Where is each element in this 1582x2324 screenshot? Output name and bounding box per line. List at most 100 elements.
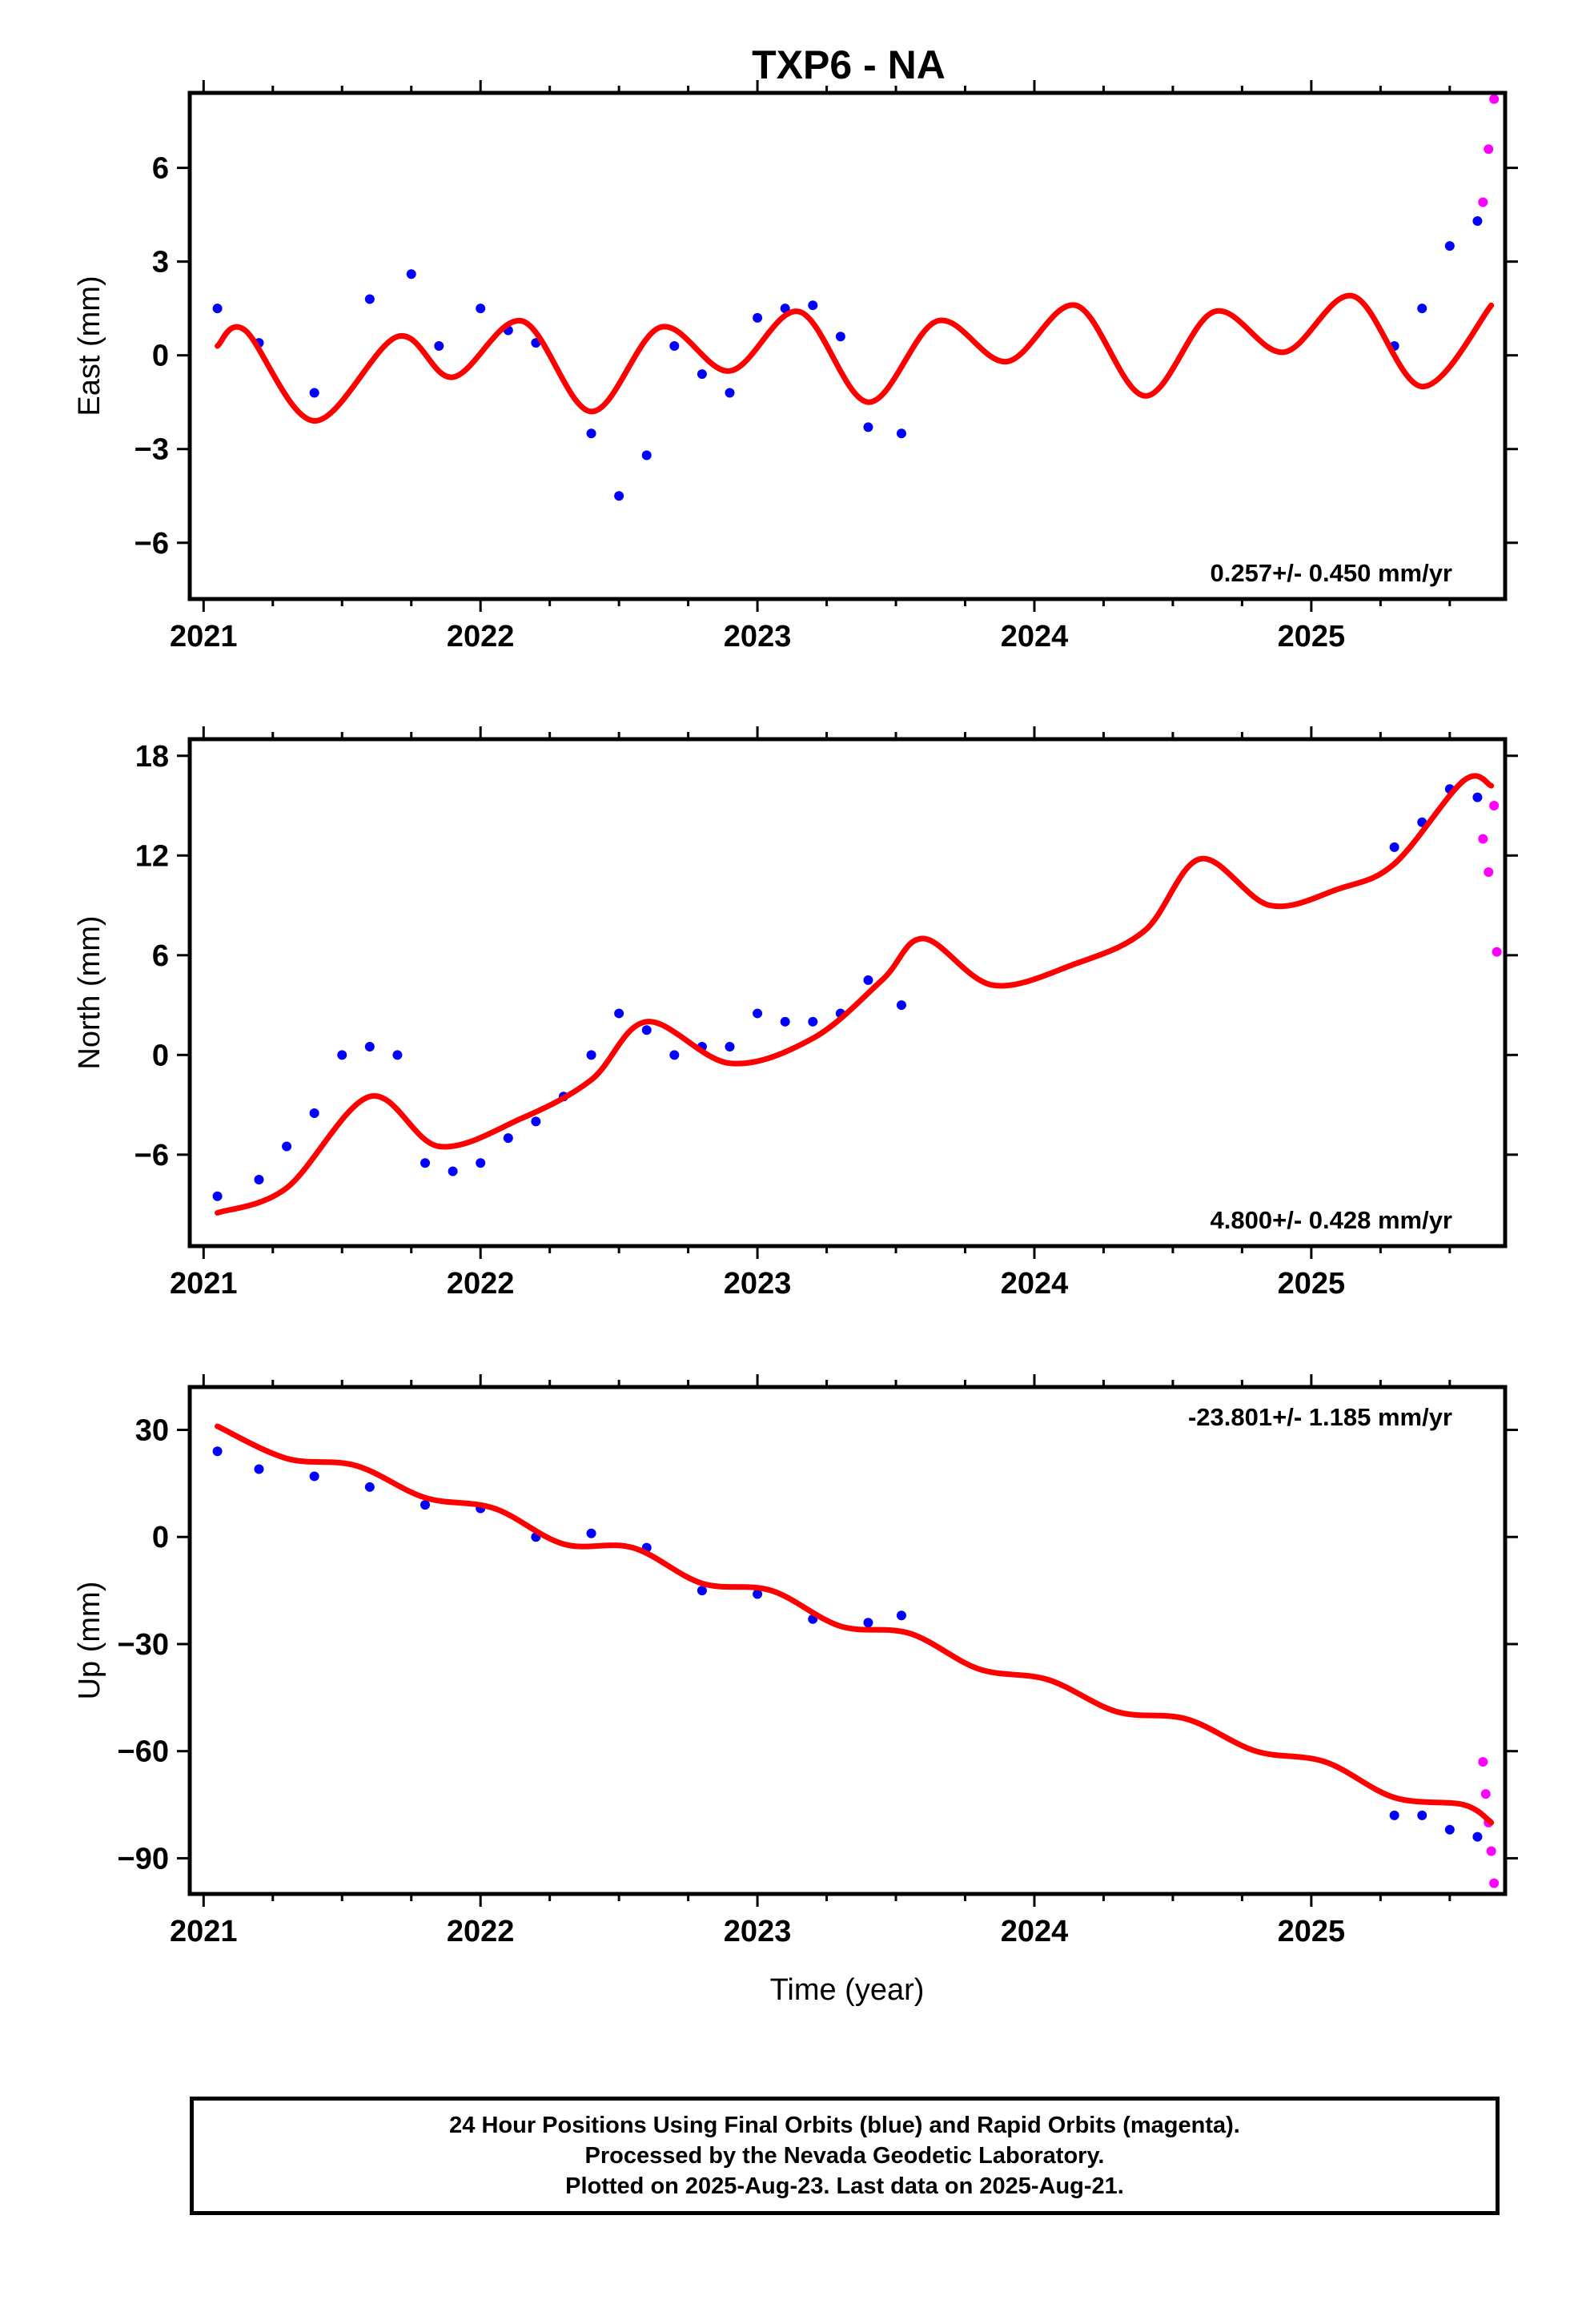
final-orbit-point	[1444, 1824, 1455, 1835]
y-tick-label: −30	[118, 1628, 169, 1662]
final-orbit-point	[309, 388, 319, 398]
final-orbit-point	[1472, 1831, 1483, 1842]
final-orbit-point	[614, 491, 624, 501]
rapid-orbit-point	[1484, 867, 1494, 878]
final-orbit-point	[337, 1050, 347, 1060]
plot-area	[212, 773, 1502, 1216]
footer-line-2: Processed by the Nevada Geodetic Laborat…	[584, 2143, 1105, 2169]
y-tick-label: −60	[118, 1735, 169, 1769]
final-orbit-point	[641, 450, 652, 460]
final-orbit-point	[448, 1166, 458, 1176]
final-orbit-point	[863, 975, 873, 985]
x-tick-label: 2022	[447, 620, 515, 653]
final-orbit-point	[863, 422, 873, 432]
final-orbit-point	[1389, 842, 1399, 852]
final-orbit-point	[753, 1589, 763, 1599]
final-orbit-point	[1444, 241, 1455, 251]
x-tick-label: 2021	[170, 620, 238, 653]
rapid-orbit-point	[1478, 834, 1488, 844]
final-orbit-point	[808, 1016, 818, 1027]
final-orbit-point	[835, 332, 845, 342]
y-tick-label: 18	[135, 740, 169, 774]
final-orbit-point	[697, 369, 707, 380]
rapid-orbit-point	[1480, 1789, 1491, 1799]
final-orbit-point	[669, 341, 680, 351]
up-panel: 2021 2022 2023 2024 2025 −90 −60 −30 0 30 Up (mm) -…	[73, 1374, 1518, 1948]
x-tick-label: 2025	[1278, 1267, 1346, 1301]
y-tick-label: 0	[152, 1039, 169, 1072]
rapid-orbit-point	[1486, 1846, 1496, 1856]
final-orbit-point	[503, 1133, 513, 1144]
final-orbit-point	[420, 1158, 431, 1168]
final-orbit-point	[406, 269, 416, 279]
final-orbit-point	[476, 304, 486, 314]
y-tick-label: −6	[135, 1139, 169, 1172]
north-panel: 2021 2022 2023 2024 2025 −6 0 6 12 18 North (mm) 4.…	[73, 726, 1518, 1301]
rate-label: -23.801+/- 1.185 mm/yr	[1188, 1403, 1452, 1431]
plot-area	[212, 1423, 1500, 1888]
rapid-orbit-point	[1478, 1757, 1488, 1767]
final-orbit-point	[309, 1471, 319, 1482]
rate-label: 4.800+/- 0.428 mm/yr	[1211, 1206, 1452, 1234]
x-tick-label: 2025	[1278, 620, 1346, 653]
x-tick-label: 2022	[447, 1915, 515, 1948]
east-panel: 2021 2022 2023 2024 2025 −6 −3 0 3 6 East (mm) 0.25…	[73, 80, 1518, 653]
final-orbit-point	[753, 312, 763, 323]
final-orbit-point	[1389, 1810, 1399, 1820]
final-orbit-point	[1417, 1810, 1427, 1820]
final-orbit-point	[420, 1500, 431, 1510]
rapid-orbit-point	[1489, 94, 1500, 104]
x-axis-label: Time (year)	[770, 1973, 925, 2007]
x-tick-label: 2023	[724, 620, 792, 653]
y-axis-label: North (mm)	[73, 915, 106, 1069]
final-orbit-point	[725, 388, 735, 398]
y-tick-label: −3	[135, 433, 169, 467]
model-fit-line	[215, 292, 1495, 424]
plot-frame	[187, 737, 1508, 1248]
final-orbit-point	[586, 1050, 596, 1060]
model-fit-line	[215, 773, 1495, 1216]
final-orbit-point	[531, 1116, 541, 1127]
final-orbit-point	[1472, 792, 1483, 802]
chart-title: TXP6 - NA	[752, 42, 946, 87]
model-fit-line	[215, 1423, 1495, 1826]
final-orbit-point	[896, 1610, 906, 1621]
final-orbit-point	[254, 1464, 264, 1474]
final-orbit-point	[364, 1482, 375, 1492]
final-orbit-point	[212, 304, 223, 314]
plot-area	[212, 94, 1500, 501]
plot-frame	[187, 1385, 1508, 1896]
x-tick-label: 2022	[447, 1267, 515, 1301]
rapid-orbit-point	[1478, 197, 1488, 207]
final-orbit-point	[669, 1050, 680, 1060]
final-orbit-point	[641, 1025, 652, 1035]
plot-frame	[187, 90, 1508, 601]
x-tick-label: 2024	[1001, 1915, 1069, 1948]
final-orbit-point	[282, 1141, 292, 1152]
rate-label: 0.257+/- 0.450 mm/yr	[1211, 559, 1452, 587]
final-orbit-point	[586, 428, 596, 439]
final-orbit-point	[614, 1008, 624, 1019]
final-orbit-point	[434, 341, 444, 351]
y-tick-label: 12	[135, 839, 169, 873]
x-tick-label: 2023	[724, 1267, 792, 1301]
footer-box: 24 Hour Positions Using Final Orbits (bl…	[190, 2097, 1500, 2215]
final-orbit-point	[586, 1528, 596, 1538]
y-tick-label: 0	[152, 1521, 169, 1554]
final-orbit-point	[254, 1174, 264, 1184]
rapid-orbit-point	[1489, 801, 1500, 811]
rapid-orbit-point	[1489, 1878, 1500, 1888]
final-orbit-point	[364, 294, 375, 304]
final-orbit-point	[212, 1191, 223, 1201]
y-tick-label: 3	[152, 246, 169, 279]
y-tick-label: −6	[135, 527, 169, 561]
final-orbit-point	[780, 1016, 790, 1027]
final-orbit-point	[896, 428, 906, 439]
rapid-orbit-point	[1484, 144, 1494, 155]
footer-line-1: 24 Hour Positions Using Final Orbits (bl…	[449, 2113, 1240, 2138]
x-tick-label: 2023	[724, 1915, 792, 1948]
final-orbit-point	[808, 300, 818, 311]
final-orbit-point	[697, 1586, 707, 1596]
final-orbit-point	[476, 1158, 486, 1168]
